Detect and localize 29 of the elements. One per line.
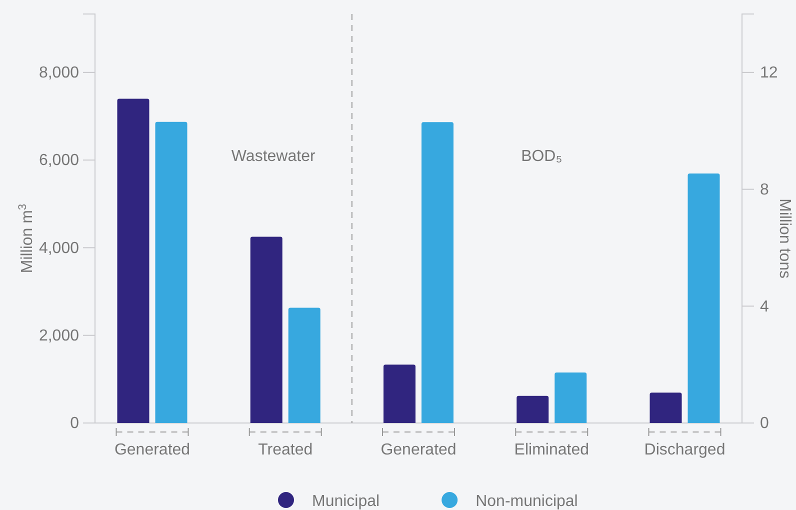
y2-axis-title: Million tons	[776, 198, 793, 279]
bar	[688, 174, 720, 423]
annotation: Wastewater	[231, 148, 316, 165]
x-tick-label: Treated	[258, 441, 313, 458]
bar	[288, 308, 320, 423]
y2-tick-label: 12	[760, 64, 778, 82]
legend-label: Municipal	[312, 493, 380, 510]
bar	[516, 396, 549, 423]
y-tick-label: 0	[70, 415, 80, 432]
y-tick-label: 4,000	[38, 240, 80, 257]
x-tick-label: Generated	[380, 441, 456, 458]
y-tick-label: 2,000	[38, 327, 80, 344]
x-tick-label: Discharged	[644, 441, 726, 458]
bar	[117, 98, 150, 423]
bar	[155, 122, 188, 423]
y2-tick-label: 4	[760, 298, 769, 316]
y2-tick-label: 0	[760, 415, 769, 432]
bar	[422, 122, 454, 423]
y2-tick-label: 8	[760, 181, 769, 198]
x-tick-label: Eliminated	[514, 441, 589, 458]
y-tick-label: 6,000	[38, 152, 80, 170]
bar	[384, 364, 416, 423]
x-tick-label: Generated	[114, 441, 190, 458]
bar	[650, 392, 682, 423]
legend-label: Non-municipal	[476, 493, 578, 510]
y-tick-label: 8,000	[38, 64, 80, 82]
bar	[554, 372, 587, 423]
bar	[250, 236, 282, 423]
annotation: BOD₅	[521, 148, 562, 165]
